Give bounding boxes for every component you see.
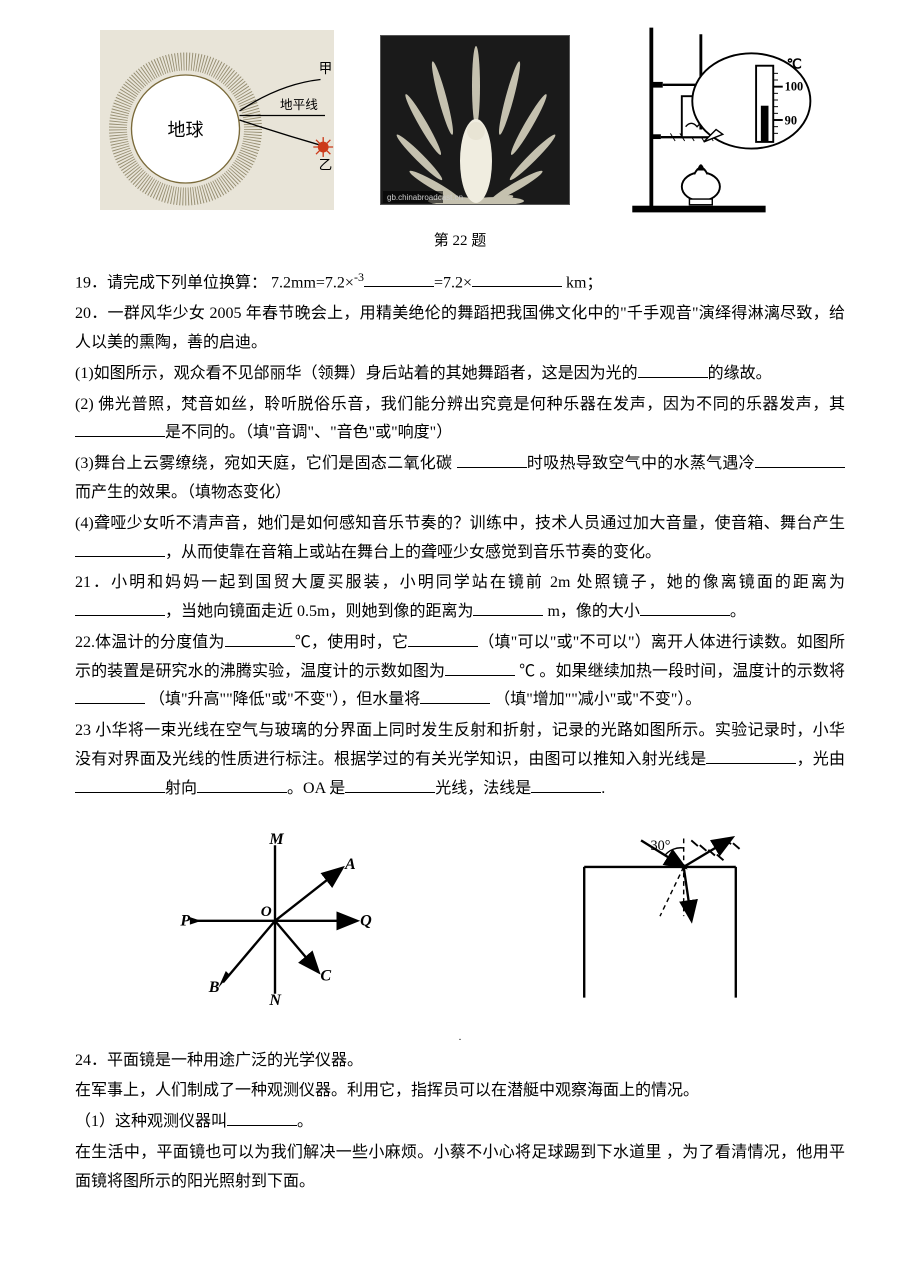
q24-1a: （1）这种观测仪器叫 xyxy=(75,1113,227,1130)
label-M: M xyxy=(268,831,284,848)
refraction-diagram: 30° xyxy=(570,829,750,1009)
angle-30: 30° xyxy=(651,838,671,854)
question-20-1: (1)如图所示，观众看不见邰丽华（领舞）身后站着的其她舞蹈者，这是因为光的 的缘故… xyxy=(75,360,845,389)
q20-4-blank xyxy=(75,541,165,557)
dot-caption: . xyxy=(75,1029,845,1047)
q23-blank5 xyxy=(531,777,601,793)
figure-dance: gb.chinabroadcast.cn xyxy=(380,35,570,205)
question-24-line2: 在生活中，平面镜也可以为我们解决一些小麻烦。小蔡不小心将足球踢到下水道里 ，为了… xyxy=(75,1139,845,1197)
thermometer-apparatus: ℃ 100 90 xyxy=(613,20,823,220)
question-20-3: (3)舞台上云雾缭绕，宛如天庭，它们是固态二氧化碳 时吸热导致空气中的水蒸气遇冷… xyxy=(75,450,845,508)
label-O: O xyxy=(261,904,272,920)
q20-4b: ，从而使靠在音箱上或站在舞台上的聋哑少女感觉到音乐节奏的变化。 xyxy=(165,544,661,561)
thermo-90: 90 xyxy=(785,114,797,128)
q21-d: 。 xyxy=(730,603,746,620)
q22-blank3 xyxy=(445,660,515,676)
question-22: 22.体温计的分度值为℃，使用时，它（填"可以"或"不可以"）离开人体进行读数。… xyxy=(75,629,845,715)
q22-blank4 xyxy=(75,688,145,704)
dance-photo: gb.chinabroadcast.cn xyxy=(380,35,570,205)
label-A: A xyxy=(344,856,356,873)
q21-blank1 xyxy=(75,600,165,616)
q21-b: ，当她向镜面走近 0.5m，则她到像的距离为 xyxy=(165,603,473,620)
q23-d: 。OA 是 xyxy=(287,780,345,797)
q19-mid: =7.2× xyxy=(434,274,472,291)
q23-b: ，光由 xyxy=(796,751,845,768)
question-24-intro: 24．平面镜是一种用途广泛的光学仪器。 xyxy=(75,1047,845,1076)
question-19: 19．请完成下列单位换算： 7.2mm=7.2×-3 =7.2× km； xyxy=(75,267,845,298)
q20-3b: 时吸热导致空气中的水蒸气遇冷 xyxy=(527,455,755,472)
q19-prefix: 19．请完成下列单位换算： 7.2mm=7.2× xyxy=(75,274,354,291)
question-20-4: (4)聋哑少女听不清声音，她们是如何感知音乐节奏的？训练中，技术人员通过加大音量… xyxy=(75,510,845,568)
label-yi: 乙 xyxy=(318,158,332,173)
q24-1b: 。 xyxy=(297,1113,313,1130)
label-C: C xyxy=(320,968,331,985)
q21-blank2 xyxy=(473,600,543,616)
q23-blank3 xyxy=(197,777,287,793)
q20-3a: (3)舞台上云雾缭绕，宛如天庭，它们是固态二氧化碳 xyxy=(75,455,457,472)
earth-diagram: 地球 甲 地平线 乙 xyxy=(97,30,337,210)
q19-blank2 xyxy=(472,271,562,287)
q20-2-blank xyxy=(75,421,165,437)
q19-sup: -3 xyxy=(354,270,364,284)
q20-1-blank xyxy=(638,362,708,378)
label-jia: 甲 xyxy=(318,61,332,76)
diagrams-row: M A P O Q B N C 30° xyxy=(75,829,845,1009)
q20-3c: 而产生的效果。（填物态变化） xyxy=(75,484,291,501)
q22-a: 22.体温计的分度值为 xyxy=(75,634,225,651)
q22-f: （填"增加""减小"或"不变"）。 xyxy=(490,691,701,708)
q20-1a: (1)如图所示，观众看不见邰丽华（领舞）身后站着的其她舞蹈者，这是因为光的 xyxy=(75,365,638,382)
question-24-1: （1）这种观测仪器叫 。 xyxy=(75,1108,845,1137)
q22-blank5 xyxy=(420,688,490,704)
q23-blank4 xyxy=(345,777,435,793)
question-20-2: (2) 佛光普照，梵音如丝，聆听脱俗乐音，我们能分辨出究竟是何种乐器在发声，因为… xyxy=(75,391,845,449)
q21-blank3 xyxy=(640,600,730,616)
earth-label: 地球 xyxy=(167,120,203,140)
q22-b: ℃，使用时，它 xyxy=(295,634,409,651)
q20-3-blank1 xyxy=(457,452,527,468)
q22-blank1 xyxy=(225,631,295,647)
question-21: 21．小明和妈妈一起到国贸大厦买服装，小明同学站在镜前 2m 处照镜子，她的像离… xyxy=(75,569,845,627)
q22-d: ℃ 。如果继续加热一段时间，温度计的示数将 xyxy=(515,663,845,680)
thermo-100: 100 xyxy=(785,79,804,93)
q23-e: 光线，法线是 xyxy=(435,780,531,797)
thermo-unit: ℃ xyxy=(787,57,802,72)
q23-blank1 xyxy=(706,748,796,764)
ray-diagram: M A P O Q B N C xyxy=(170,831,380,1006)
top-figures-row: 地球 甲 地平线 乙 xyxy=(75,20,845,220)
figure-thermometer: ℃ 100 90 xyxy=(613,20,823,220)
question-20-intro: 20．一群风华少女 2005 年春节晚会上，用精美绝伦的舞蹈把我国佛文化中的"千… xyxy=(75,300,845,358)
svg-text:gb.chinabroadcast.cn: gb.chinabroadcast.cn xyxy=(387,193,463,202)
question-23: 23 小华将一束光线在空气与玻璃的分界面上同时发生反射和折射，记录的光路如图所示… xyxy=(75,717,845,803)
q24-blank1 xyxy=(227,1110,297,1126)
q21-c: m，像的大小 xyxy=(543,603,639,620)
caption-22: 第 22 题 xyxy=(75,228,845,255)
q23-blank2 xyxy=(75,777,165,793)
q22-e: （填"升高""降低"或"不变"），但水量将 xyxy=(145,691,420,708)
q22-blank2 xyxy=(408,631,478,647)
q19-blank1 xyxy=(364,271,434,287)
q23-f: . xyxy=(601,780,605,797)
q21-a: 21．小明和妈妈一起到国贸大厦买服装，小明同学站在镜前 2m 处照镜子，她的像离… xyxy=(75,574,845,591)
label-horizon: 地平线 xyxy=(280,98,318,112)
q20-2a: (2) 佛光普照，梵音如丝，聆听脱俗乐音，我们能分辨出究竟是何种乐器在发声，因为… xyxy=(75,396,845,413)
figure-earth: 地球 甲 地平线 乙 xyxy=(97,30,337,210)
label-Q: Q xyxy=(360,913,372,930)
label-P: P xyxy=(179,913,190,930)
question-24-line1: 在军事上，人们制成了一种观测仪器。利用它，指挥员可以在潜艇中观察海面上的情况。 xyxy=(75,1077,845,1106)
q20-3-blank2 xyxy=(755,452,845,468)
q23-c: 射向 xyxy=(165,780,197,797)
q20-1b: 的缘故。 xyxy=(708,365,772,382)
q20-2b: 是不同的。（填"音调"、"音色"或"响度"） xyxy=(165,424,452,441)
q19-unit: km； xyxy=(562,274,602,291)
label-N: N xyxy=(268,992,282,1006)
q20-4a: (4)聋哑少女听不清声音，她们是如何感知音乐节奏的？训练中，技术人员通过加大音量… xyxy=(75,515,845,532)
label-B: B xyxy=(208,979,220,996)
